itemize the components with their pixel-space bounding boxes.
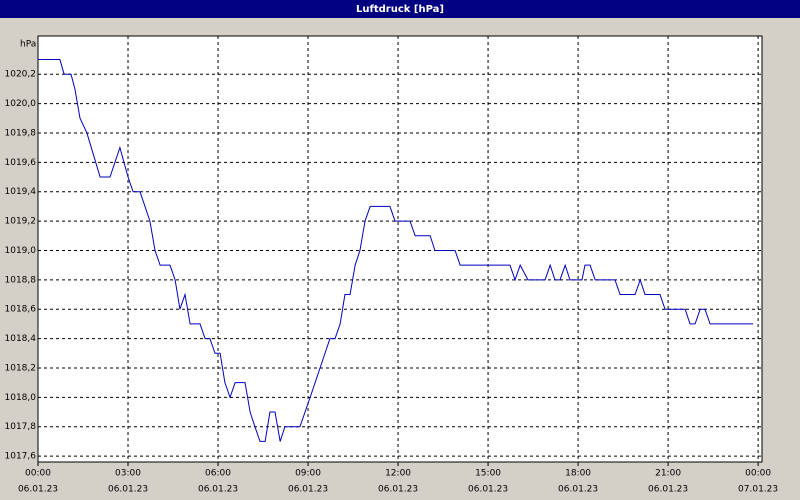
x-tick-date: 06.01.23 xyxy=(558,485,598,495)
x-tick-date: 06.01.23 xyxy=(108,485,148,495)
y-tick-label: 1018,6 xyxy=(5,305,37,315)
y-tick-label: 1018,4 xyxy=(5,334,37,344)
y-tick-label: 1019,0 xyxy=(5,246,37,256)
x-tick-date: 06.01.23 xyxy=(288,485,328,495)
y-tick-label: 1020,0 xyxy=(5,99,37,109)
x-tick-label: 18:00 xyxy=(565,469,591,479)
x-tick-date: 06.01.23 xyxy=(198,485,238,495)
x-tick-date: 06.01.23 xyxy=(468,485,508,495)
y-tick-label: 1019,8 xyxy=(5,128,37,138)
x-tick-label: 00:00 xyxy=(25,469,51,479)
y-tick-label: 1019,4 xyxy=(5,187,37,197)
y-tick-label: 1018,0 xyxy=(5,393,37,403)
y-unit: hPa xyxy=(20,40,36,50)
x-tick-label: 15:00 xyxy=(475,469,501,479)
y-tick-label: 1018,2 xyxy=(5,363,37,373)
y-tick-label: 1019,2 xyxy=(5,217,37,227)
y-tick-label: 1018,8 xyxy=(5,275,37,285)
x-tick-date: 06.01.23 xyxy=(648,485,688,495)
chart-title: Luftdruck [hPa] xyxy=(356,4,444,15)
y-tick-label: 1017,8 xyxy=(5,422,37,432)
x-tick-label: 12:00 xyxy=(385,469,411,479)
x-tick-label: 00:00 xyxy=(745,469,771,479)
y-tick-label: 1019,6 xyxy=(5,158,37,168)
x-tick-label: 03:00 xyxy=(115,469,141,479)
x-tick-label: 06:00 xyxy=(205,469,231,479)
x-tick-date: 06.01.23 xyxy=(378,485,418,495)
y-tick-label: 1020,2 xyxy=(5,70,37,80)
title-bar xyxy=(0,0,800,18)
pressure-line xyxy=(38,59,753,442)
x-tick-date: 07.01.23 xyxy=(738,485,778,495)
x-tick-label: 21:00 xyxy=(655,469,681,479)
y-tick-label: 1017,6 xyxy=(5,452,37,462)
plot-area xyxy=(37,35,763,463)
x-tick-label: 09:00 xyxy=(295,469,321,479)
x-tick-date: 06.01.23 xyxy=(18,485,58,495)
